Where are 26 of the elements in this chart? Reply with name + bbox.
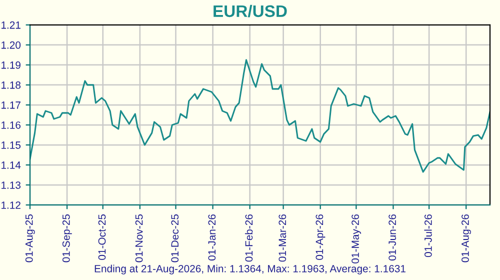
- x-tick-label: 01-Dec-25: [171, 214, 179, 262]
- x-tick-label: 01-Mar-26: [278, 214, 286, 262]
- chart-title: EUR/USD: [214, 4, 287, 18]
- y-tick-label: 1.17: [1, 102, 20, 109]
- y-tick-label: 1.13: [1, 181, 21, 189]
- x-tick-label: 01-Nov-25: [135, 214, 143, 262]
- x-tick-label: 01-Aug-26: [462, 214, 471, 262]
- x-tick-label: 01-May-26: [352, 214, 362, 264]
- y-tick-label: 1.20: [1, 41, 21, 49]
- text: Ending at 21-Aug-2026, Min: 1.1364, Max: 1.1963, Average: 1.1631: [94, 264, 406, 274]
- line-series: [30, 59, 490, 173]
- x-tick-label: 01-Jan-26: [208, 214, 216, 260]
- x-tick-label: 01-Oct-25: [98, 214, 106, 260]
- y-tick-label: 1.16: [1, 121, 21, 129]
- y-tick-label: 1.12: [1, 201, 20, 209]
- x-tick-label: 01-Aug-25: [25, 214, 35, 262]
- x-tick-label: 01-Jul-26: [424, 214, 432, 258]
- y-tick-label: 1.18: [1, 81, 21, 89]
- y-tick-label: 1.21: [1, 21, 20, 29]
- x-tick-label: 01-Sep-25: [62, 214, 72, 262]
- y-tick-label: 1.19: [1, 61, 20, 69]
- x-tick-label: 01-Apr-26: [316, 214, 326, 260]
- y-tick-label: 1.14: [1, 162, 21, 169]
- y-tick-label: 1.15: [1, 142, 21, 149]
- x-tick-label: 01-Feb-26: [244, 214, 253, 262]
- x-tick-label: 01-Jun-26: [388, 214, 396, 260]
